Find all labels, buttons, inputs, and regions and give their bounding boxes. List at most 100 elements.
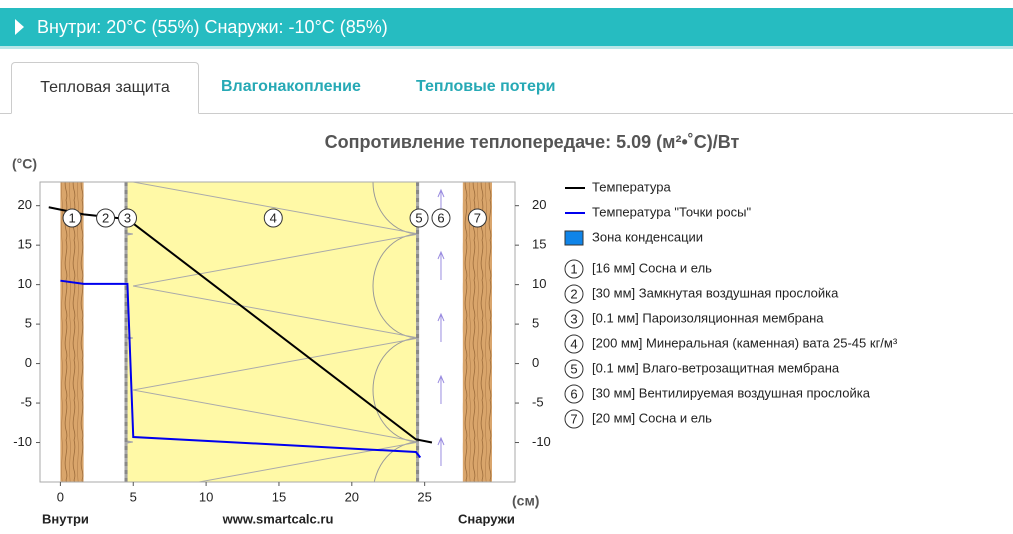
y2-tick-label: 10: [532, 276, 546, 291]
chart: Сопротивление теплопередаче: 5.09 (м²•˚C…: [12, 132, 898, 527]
membrane-dash: [416, 270, 423, 274]
legend-label: [20 мм] Сосна и ель: [592, 410, 712, 425]
layer-badge: [431, 208, 451, 228]
membrane-dash: [416, 334, 423, 338]
membrane-dash: [124, 334, 131, 338]
membrane-dash: [124, 262, 131, 266]
legend-label: Температура "Точки росы": [592, 204, 751, 219]
membrane-dash: [416, 390, 423, 394]
layer-number: 2: [102, 210, 109, 225]
layer-badge: [117, 208, 137, 228]
wood-grain: [60, 182, 84, 482]
legend-number: 2: [570, 286, 577, 301]
conditions-bar[interactable]: Внутри: 20°C (55%) Снаружи: -10°C (85%): [0, 8, 1013, 49]
tab[interactable]: Тепловые потери: [416, 78, 556, 95]
airflow-arrowhead: [437, 250, 445, 260]
legend-badge: [564, 359, 584, 379]
legend-label: [16 мм] Сосна и ель: [592, 260, 712, 275]
membrane-dash: [124, 438, 131, 442]
legend-number: 3: [570, 311, 577, 326]
tab[interactable]: Тепловая защита: [11, 62, 199, 114]
membrane-dash: [416, 230, 423, 234]
layer: [124, 182, 131, 482]
x-tick-label: 25: [417, 489, 431, 504]
membrane-dash: [124, 462, 131, 466]
legend-label: [30 мм] Замкнутая воздушная прослойка: [592, 285, 839, 300]
legend-number: 5: [570, 361, 577, 376]
membrane-dash: [124, 406, 131, 410]
membrane-dash: [416, 430, 423, 434]
membrane-dash: [124, 414, 131, 418]
membrane-dash: [124, 422, 131, 426]
plot-frame: [39, 181, 516, 483]
membrane-dash: [124, 326, 131, 330]
y-tick-label: -10: [13, 434, 32, 449]
membrane-dash: [416, 182, 423, 186]
inside-label: Внутри: [42, 511, 89, 526]
chart-title: Сопротивление теплопередаче: 5.09 (м²•˚C…: [325, 132, 740, 152]
legend-number: 6: [570, 386, 577, 401]
membrane-dash: [416, 446, 423, 450]
membrane-dash: [416, 414, 423, 418]
tab[interactable]: Влагонакопление: [221, 78, 361, 95]
membrane-dash: [416, 318, 423, 322]
y-tick-label: 15: [18, 237, 32, 252]
y2-tick-label: -5: [532, 394, 544, 409]
y-tick-label: -5: [20, 394, 32, 409]
legend-label: [0.1 мм] Влаго-ветрозащитная мембрана: [592, 360, 840, 375]
membrane-dash: [416, 398, 423, 402]
legend-badge: [564, 259, 584, 279]
y2-tick-label: -10: [532, 434, 551, 449]
membrane-dash: [416, 190, 423, 194]
x-tick-label: 5: [130, 489, 137, 504]
membrane-dash: [124, 278, 131, 282]
legend-label: [0.1 мм] Пароизоляционная мембрана: [592, 310, 824, 325]
membrane-dash: [124, 430, 131, 434]
membrane-dash: [124, 342, 131, 346]
membrane-dash: [124, 238, 131, 242]
membrane-dash: [416, 374, 423, 378]
legend-number: 4: [570, 336, 577, 351]
layer-badge: [263, 208, 283, 228]
membrane-dash: [124, 182, 131, 186]
legend-number: 1: [570, 261, 577, 276]
y-tick-label: 20: [18, 197, 32, 212]
membrane-dash: [124, 254, 131, 258]
membrane-dash: [416, 342, 423, 346]
layer-badge: [96, 208, 116, 228]
layer-number: 5: [415, 210, 422, 225]
membrane-dash: [124, 398, 131, 402]
membrane-dash: [416, 350, 423, 354]
layer-number: 1: [68, 210, 75, 225]
membrane-dash: [416, 478, 423, 482]
conditions-text: Внутри: 20°C (55%) Снаружи: -10°C (85%): [37, 17, 388, 37]
membrane-dash: [416, 198, 423, 202]
membrane-dash: [124, 454, 131, 458]
membrane-dash: [124, 390, 131, 394]
membrane-dash: [416, 294, 423, 298]
membrane-dash: [124, 350, 131, 354]
membrane-dash: [416, 310, 423, 314]
y-tick-label: 5: [25, 316, 32, 331]
tab-bar: Тепловая защита Влагонакопление Тепловые…: [0, 62, 1013, 114]
membrane-dash: [416, 246, 423, 250]
membrane-dash: [416, 406, 423, 410]
legend-swatch: [564, 230, 584, 246]
membrane-dash: [124, 270, 131, 274]
layer-badge: [409, 208, 429, 228]
x-tick-label: 0: [57, 489, 64, 504]
legend-badge: [564, 409, 584, 429]
layer-badge: [467, 208, 487, 228]
layer-number: 6: [437, 210, 444, 225]
membrane-dash: [416, 278, 423, 282]
y-tick-label: 0: [25, 355, 32, 370]
layer: [416, 182, 423, 482]
legend-badge: [564, 384, 584, 404]
series-line: [60, 279, 422, 459]
outside-label: Снаружи: [458, 511, 515, 526]
membrane-dash: [124, 206, 131, 210]
membrane-dash: [124, 246, 131, 250]
airflow-arrowhead: [437, 312, 445, 322]
membrane-dash: [416, 286, 423, 290]
